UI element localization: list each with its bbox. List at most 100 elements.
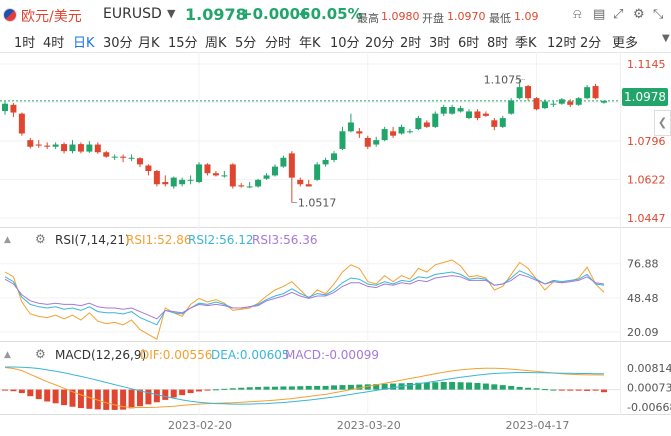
tab-7[interactable]: 5分 [235, 36, 257, 51]
macd-bar-37 [314, 385, 321, 390]
tab-5[interactable]: 15分 [168, 36, 198, 51]
period-tabs: 1时 4时 日K 30分 月K 15分 周K 5分 分时 年K 10分 20分 2时 3时 6时 8时 季K 12… [0, 30, 671, 52]
macd-bar-71 [601, 389, 607, 393]
tab-2[interactable]: 日K [73, 36, 95, 51]
candle-body-18 [153, 171, 160, 185]
x-tick-1: 2023-03-20 [337, 419, 401, 432]
candle-body-63 [533, 98, 540, 110]
tab-12[interactable]: 2时 [400, 36, 422, 51]
rsi-ytick-0: 76.88 [627, 258, 659, 271]
tab-13[interactable]: 3时 [429, 36, 451, 51]
macd-bar-32 [271, 386, 278, 390]
candle-body-62 [525, 86, 532, 99]
candle-body-54 [457, 108, 464, 112]
candle-body-42 [356, 131, 363, 134]
macd-bar-0 [2, 389, 8, 391]
candle-body-59 [499, 118, 506, 127]
tab-3[interactable]: 30分 [103, 36, 133, 51]
rsi-ytick-1: 48.48 [627, 292, 659, 305]
macd-bar-24 [204, 389, 211, 391]
rsi-settings-icon[interactable]: ⚙ [35, 232, 46, 246]
macd-bar-54 [457, 382, 464, 390]
candle-body-60 [508, 100, 515, 114]
macd-collapse-icon[interactable]: ▲ [4, 350, 11, 360]
fullscreen-icon[interactable]: ⤢ [613, 7, 624, 22]
candle-body-56 [474, 111, 481, 119]
candle-body-28 [238, 185, 245, 187]
tab-9[interactable]: 年K [299, 36, 321, 51]
macd-bar-16 [136, 389, 143, 407]
rsi1-label: RSI1:52.86 [126, 233, 192, 247]
tab-6[interactable]: 周K [205, 36, 227, 51]
open-label: 开盘 [422, 12, 444, 25]
tab-11[interactable]: 20分 [365, 36, 395, 51]
candle-body-47 [398, 126, 405, 134]
chart-toggle-icon[interactable]: ▤ [593, 7, 606, 22]
more-caret-icon[interactable]: ▼ [662, 33, 670, 44]
side-arrow-icon[interactable]: ❮ [654, 110, 671, 136]
pair-name[interactable]: 欧元/美元 [21, 9, 82, 25]
high-label: 最高 [357, 12, 379, 25]
macd-bar-31 [263, 386, 270, 390]
tab-18[interactable]: 2分 [580, 36, 602, 51]
tab-16[interactable]: 季K [515, 36, 537, 51]
candle-body-34 [288, 153, 295, 178]
tab-1[interactable]: 4时 [43, 36, 65, 51]
candle-body-1 [10, 104, 17, 113]
macd-bar-66 [558, 389, 565, 391]
macd-bar-48 [406, 383, 413, 390]
dropdown-caret-icon[interactable]: ▼ [167, 7, 176, 20]
tab-10[interactable]: 10分 [330, 36, 360, 51]
bell-icon[interactable]: ⍾ [573, 7, 582, 22]
tab-8[interactable]: 分时 [265, 36, 292, 51]
macd-bar-23 [196, 389, 203, 392]
candle-body-8 [69, 144, 76, 152]
open-value: 1.0970 [447, 10, 486, 23]
price-ytick-3: 1.0622 [627, 173, 666, 186]
macd-settings-icon[interactable]: ⚙ [35, 347, 46, 361]
candle-body-51 [432, 113, 439, 127]
macd-bar-43 [364, 384, 371, 390]
candle-body-45 [381, 129, 388, 141]
high-value: 1.0980 [381, 10, 420, 23]
tab-0[interactable]: 1时 [14, 36, 36, 51]
candle-body-67 [567, 101, 574, 105]
macd-bar-5 [44, 389, 51, 402]
low-annotation: 1.0517 [298, 197, 337, 210]
candle-body-12 [103, 152, 110, 157]
candle-body-22 [187, 179, 194, 181]
macd-bar-22 [187, 389, 194, 394]
symbol-code[interactable]: EURUSD [103, 6, 162, 22]
tab-4[interactable]: 月K [138, 36, 160, 51]
macd-bar-57 [482, 383, 489, 390]
candle-body-35 [297, 179, 304, 185]
macd-bar-62 [525, 387, 532, 390]
last-price: 1.0978 [185, 5, 247, 24]
candle-body-69 [584, 87, 591, 99]
macd-bar-2 [18, 389, 25, 394]
tab-14[interactable]: 6时 [458, 36, 480, 51]
macd-bar-15 [128, 389, 135, 409]
tab-19[interactable]: 更多 [612, 36, 639, 51]
settings-icon[interactable]: ⚙ [633, 7, 645, 22]
tab-17[interactable]: 12时 [547, 36, 577, 51]
candle-body-0 [2, 103, 8, 111]
macd-bar-42 [356, 384, 363, 390]
close-icon[interactable]: ⤡ [653, 7, 664, 22]
macd-bar-44 [373, 384, 380, 390]
macd-bar-56 [474, 383, 481, 390]
candle-body-37 [314, 164, 321, 180]
high-annotation: 1.1075 [484, 73, 523, 86]
macd-bar-41 [347, 384, 354, 390]
macd-bar-46 [390, 383, 397, 390]
tab-15[interactable]: 8时 [487, 36, 509, 51]
candle-body-64 [541, 101, 548, 109]
dea-label: DEA:0.00605 [211, 348, 290, 362]
macd-bar-14 [120, 389, 127, 410]
candle-body-20 [170, 177, 177, 187]
price-change: +0.0006 [240, 5, 311, 23]
macd-bar-10 [86, 389, 93, 409]
rsi-collapse-icon[interactable]: ▲ [4, 235, 11, 245]
macd-bar-33 [280, 386, 287, 390]
